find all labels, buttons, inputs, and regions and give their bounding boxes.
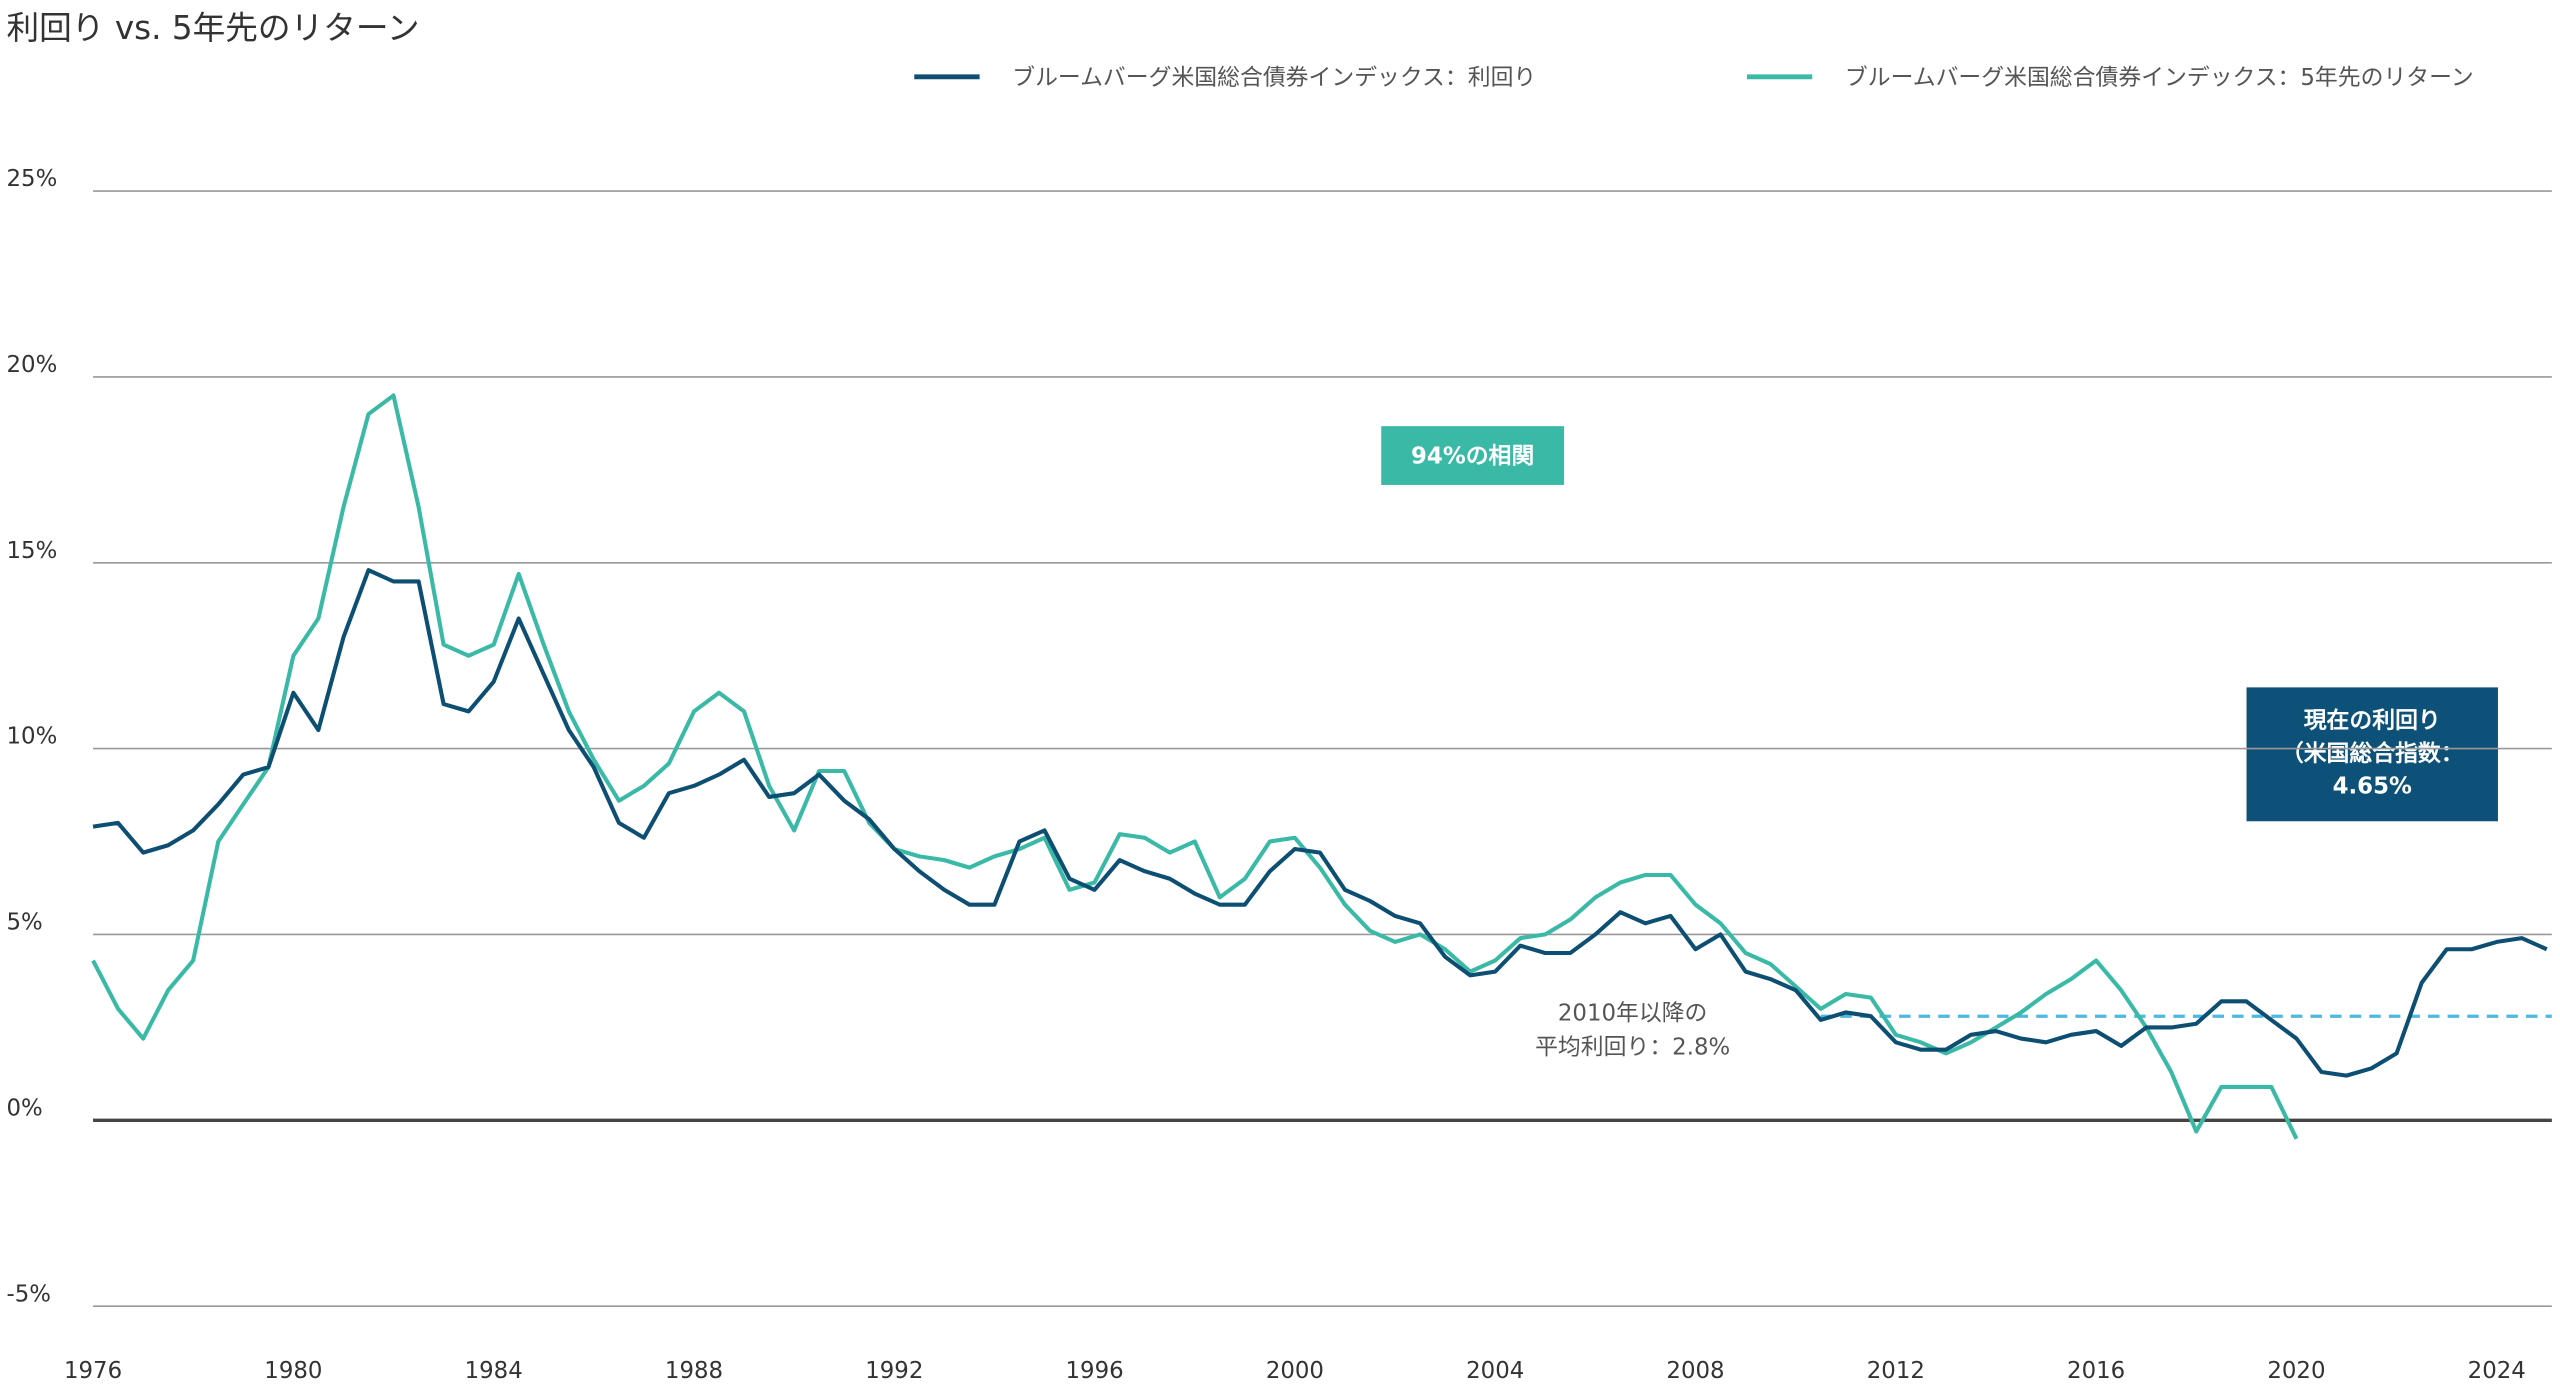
y-tick-label: 15%	[7, 538, 58, 564]
x-tick-label: 1984	[465, 1358, 523, 1384]
correlation-label: 94%の相関	[1411, 444, 1534, 470]
x-tick-label: 2012	[1867, 1358, 1925, 1384]
current-yield-label: 現在の利回り	[2304, 707, 2441, 734]
x-tick-label: 1976	[64, 1358, 122, 1384]
plot: -5% 0% 5% 10% 15% 20% 25% 1976 1980 1984 1988 1992 1…	[7, 65, 2552, 1384]
legend-label: ブルームバーグ米国総合債券インデックス：利回り	[1012, 65, 1536, 91]
y-tick-label: -5%	[7, 1281, 51, 1307]
average-label: 2010年以降の	[1558, 1000, 1708, 1026]
current-yield-box	[2246, 687, 2498, 822]
y-tick-label: 20%	[7, 352, 58, 378]
x-tick-label: 2000	[1266, 1358, 1324, 1384]
y-tick-label: 10%	[7, 724, 58, 750]
x-tick-label: 2024	[2468, 1358, 2526, 1384]
series-line	[91, 393, 2299, 1140]
y-tick-label: 25%	[7, 166, 58, 192]
x-tick-label: 2004	[1466, 1358, 1524, 1384]
legend-label: ブルームバーグ米国総合債券インデックス：5年先のリターン	[1845, 65, 2474, 91]
x-tick-label: 2008	[1666, 1358, 1724, 1384]
x-tick-label: 1980	[264, 1358, 322, 1384]
x-tick-label: 2020	[2267, 1358, 2325, 1384]
x-tick-label: 1988	[665, 1358, 723, 1384]
x-tick-label: 2016	[2067, 1358, 2125, 1384]
x-tick-label: 1996	[1066, 1358, 1124, 1384]
x-tick-label: 1992	[865, 1358, 923, 1384]
correlation-box	[1381, 426, 1565, 485]
chart-title: 利回り vs. 5年先のリターン	[7, 9, 420, 47]
y-tick-label: 0%	[7, 1095, 43, 1121]
y-tick-label: 5%	[7, 910, 43, 936]
current-yield-label: 4.65%	[2333, 774, 2412, 800]
average-label: 平均利回り：2.8%	[1535, 1035, 1730, 1061]
current-yield-label: （米国総合指数：	[2281, 740, 2464, 767]
series-line	[92, 568, 2548, 1078]
